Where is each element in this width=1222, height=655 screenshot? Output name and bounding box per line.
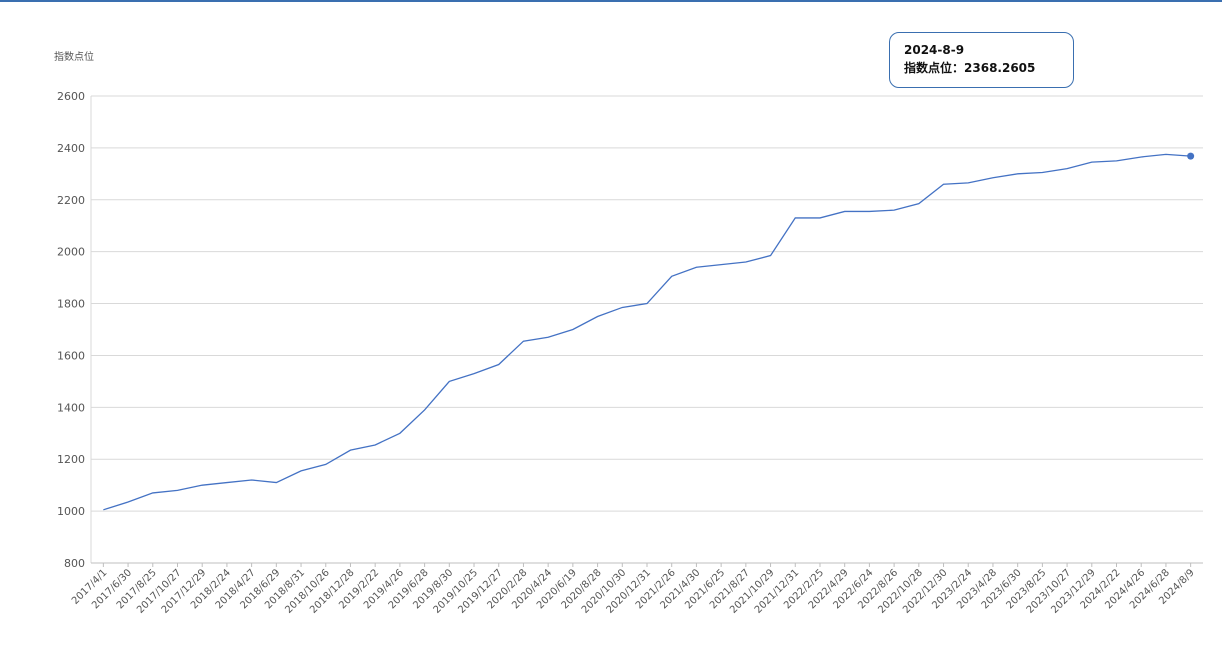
tooltip-date: 2024-8-9 bbox=[904, 43, 965, 57]
y-tick-label: 1600 bbox=[57, 349, 85, 362]
tooltip: 2024-8-9 指数点位：2368.2605 bbox=[889, 32, 1074, 88]
tooltip-row: 指数点位：2368.2605 bbox=[904, 59, 1059, 77]
y-tick-label: 1400 bbox=[57, 401, 85, 414]
y-tick-label: 2200 bbox=[57, 194, 85, 207]
tooltip-value: 2368.2605 bbox=[964, 61, 1036, 75]
y-tick-label: 2000 bbox=[57, 246, 85, 259]
y-tick-label: 2400 bbox=[57, 142, 85, 155]
tooltip-label: 指数点位： bbox=[904, 61, 965, 75]
y-tick-label: 1000 bbox=[57, 505, 85, 518]
y-tick-label: 1800 bbox=[57, 298, 85, 311]
y-tick-label: 800 bbox=[64, 557, 85, 570]
y-tick-label: 1200 bbox=[57, 453, 85, 466]
y-axis-label: 指数点位 bbox=[54, 50, 94, 63]
line-series bbox=[103, 153, 1191, 511]
point-marker bbox=[1187, 152, 1195, 160]
y-tick-label: 2600 bbox=[57, 90, 85, 103]
